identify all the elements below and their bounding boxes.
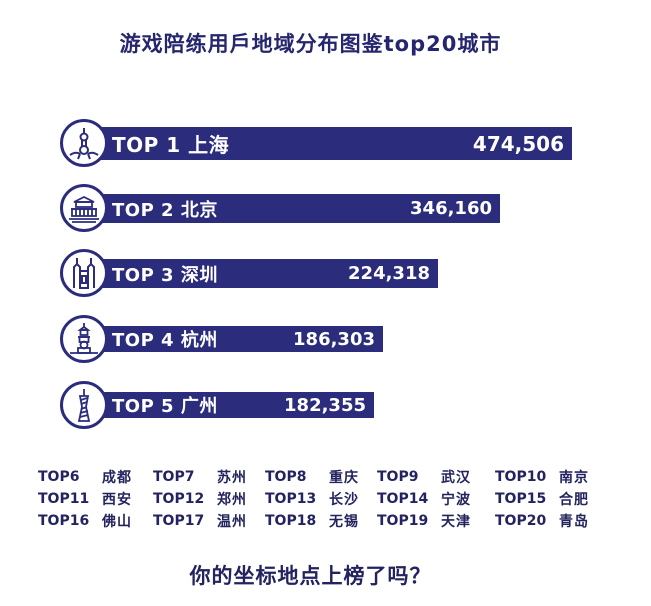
bar-row-top2: TOP 2 北京 346,160 [60, 184, 500, 232]
city-label: 郑州 [217, 491, 247, 508]
bar-value: 474,506 [472, 131, 564, 156]
canton-tower-icon [60, 381, 108, 429]
bar-row-top5: TOP 5 广州 182,355 [60, 381, 376, 429]
bar-top5: TOP 5 广州 182,355 [90, 392, 374, 418]
bar-value: 186,303 [293, 328, 375, 350]
list-item: TOP13 长沙 [265, 488, 377, 509]
list-item: TOP18 无锡 [265, 510, 377, 531]
pagoda-icon [60, 315, 108, 363]
city-label: 温州 [217, 513, 247, 530]
bar-value: 224,318 [348, 263, 430, 284]
rank-label: TOP16 [38, 512, 90, 529]
bar-top1: TOP 1 上海 474,506 [90, 127, 572, 160]
bar-label: TOP 1 上海 [112, 133, 230, 157]
list-item: TOP11 西安 [38, 488, 153, 509]
list-item: TOP14 宁波 [377, 488, 495, 509]
city-label: 无锡 [329, 513, 359, 530]
page-title: 游戏陪练用戶地域分布图鉴top20城市 [119, 32, 502, 56]
rank-label: TOP19 [377, 512, 429, 529]
list-item: TOP15 合肥 [495, 488, 608, 509]
bar-top2: TOP 2 北京 346,160 [90, 194, 500, 223]
city-label: 苏州 [217, 469, 247, 486]
list-item: TOP19 天津 [377, 510, 495, 531]
list-item: TOP20 青岛 [495, 510, 608, 531]
twin-towers-icon [60, 249, 108, 297]
list-item: TOP7 苏州 [153, 466, 265, 487]
list-item: TOP8 重庆 [265, 466, 377, 487]
list-item: TOP16 佛山 [38, 510, 153, 531]
bar-row-top4: TOP 4 杭州 186,303 [60, 315, 385, 363]
rank-label: TOP11 [38, 490, 90, 507]
bar-label: TOP 2 北京 [112, 199, 218, 221]
rank-label: TOP12 [153, 490, 205, 507]
rank-label: TOP7 [153, 468, 195, 485]
city-label: 重庆 [329, 469, 359, 486]
bar-label: TOP 3 深圳 [112, 264, 218, 286]
bar-top3: TOP 3 深圳 224,318 [90, 259, 438, 288]
city-label: 西安 [102, 491, 132, 508]
rank-label: TOP10 [495, 468, 547, 485]
city-label: 成都 [102, 469, 132, 486]
list-item: TOP10 南京 [495, 466, 608, 487]
list-item: TOP17 温州 [153, 510, 265, 531]
bar-row-top3: TOP 3 深圳 224,318 [60, 249, 440, 297]
rank-label: TOP9 [377, 468, 419, 485]
rank-label: TOP8 [265, 468, 307, 485]
list-item: TOP6 成都 [38, 466, 153, 487]
tiananmen-icon [60, 184, 108, 232]
footer-question: 你的坐标地点上榜了吗？ [189, 564, 432, 588]
rank-label: TOP17 [153, 512, 205, 529]
city-label: 佛山 [102, 513, 132, 530]
list-item: TOP12 郑州 [153, 488, 265, 509]
rank-label: TOP6 [38, 468, 80, 485]
bar-value: 182,355 [284, 394, 366, 416]
city-label: 青岛 [559, 513, 589, 530]
top6-20-list: TOP6 成都 TOP7 苏州 TOP8 重庆 TOP9 武汉 TOP10 南京 TOP1… [38, 466, 608, 531]
city-label: 宁波 [441, 491, 471, 508]
city-label: 天津 [441, 513, 471, 530]
city-label: 武汉 [441, 469, 471, 486]
city-label: 南京 [559, 469, 589, 486]
city-label: 长沙 [329, 491, 359, 508]
bar-label: TOP 5 广州 [112, 396, 218, 417]
rank-label: TOP13 [265, 490, 317, 507]
rank-label: TOP18 [265, 512, 317, 529]
bar-top4: TOP 4 杭州 186,303 [90, 326, 383, 352]
rank-label: TOP20 [495, 512, 547, 529]
list-item: TOP9 武汉 [377, 466, 495, 487]
city-label: 合肥 [559, 491, 589, 508]
bar-row-top1: TOP 1 上海 474,506 [60, 119, 572, 167]
rank-label: TOP14 [377, 490, 429, 507]
rank-label: TOP15 [495, 490, 547, 507]
bar-label: TOP 4 杭州 [112, 330, 218, 351]
oriental-pearl-tower-icon [60, 119, 108, 167]
bar-value: 346,160 [410, 198, 492, 219]
